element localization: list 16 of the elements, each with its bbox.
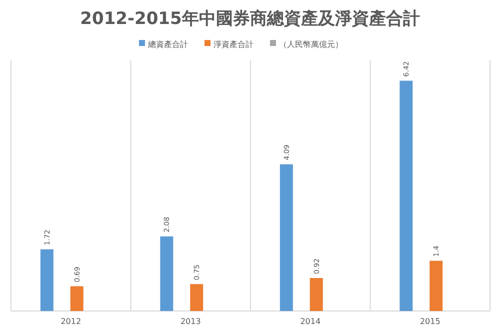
x-tick-label: 2014 (300, 317, 321, 326)
x-tick-label: 2015 (420, 317, 440, 326)
chart-title: 2012-2015年中國券商總資產及淨資產合計 (80, 9, 420, 29)
x-tick-label: 2013 (180, 317, 201, 326)
bar (70, 286, 84, 311)
bar (430, 260, 443, 311)
x-tick-label: 2012 (60, 317, 82, 326)
bar (310, 278, 323, 311)
legend-label: 總資產合計 (147, 40, 188, 49)
bar (280, 164, 293, 311)
bar (400, 80, 413, 311)
legend-label: 淨資產合計 (214, 40, 254, 49)
bar (160, 236, 174, 311)
bar (190, 284, 204, 311)
bar (40, 249, 54, 311)
legend-label: （人民幣萬億元） (279, 40, 343, 49)
